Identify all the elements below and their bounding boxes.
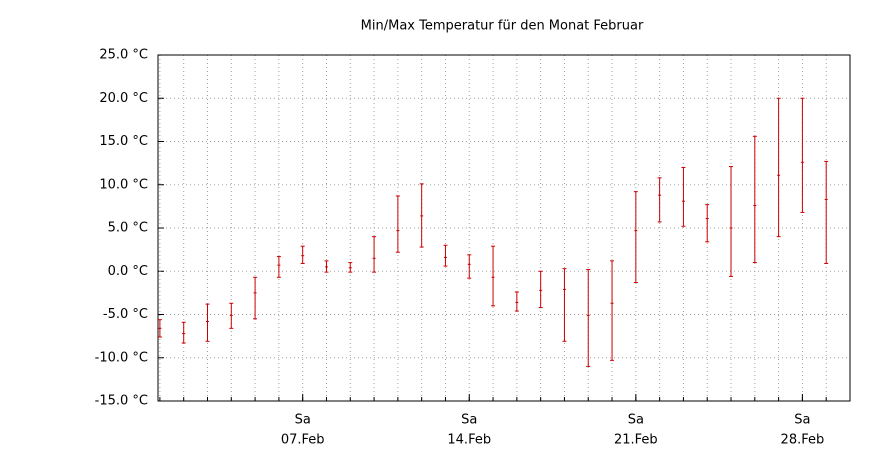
y-tick-label: 25.0 °C xyxy=(99,48,148,63)
plot-frame xyxy=(157,54,851,402)
x-tick-weekday: Sa xyxy=(461,413,477,428)
y-tick-label: 15.0 °C xyxy=(99,134,148,149)
y-tick-label: -10.0 °C xyxy=(95,350,148,365)
y-tick-label: 20.0 °C xyxy=(99,91,148,106)
y-tick-label: -15.0 °C xyxy=(95,394,148,409)
x-tick-label: 21.Feb xyxy=(614,433,658,448)
y-tick-label: -5.0 °C xyxy=(103,307,148,322)
x-tick-label: 14.Feb xyxy=(447,433,491,448)
x-tick-weekday: Sa xyxy=(628,413,644,428)
x-tick-weekday: Sa xyxy=(794,413,810,428)
chart-title: Min/Max Temperatur für den Monat Februar xyxy=(361,19,644,34)
y-tick-label: 5.0 °C xyxy=(108,221,148,236)
x-tick-label: 07.Feb xyxy=(281,433,325,448)
x-tick-label: 28.Feb xyxy=(781,433,825,448)
y-tick-label: 0.0 °C xyxy=(108,264,148,279)
y-tick-label: 10.0 °C xyxy=(99,177,148,192)
x-tick-weekday: Sa xyxy=(295,413,311,428)
